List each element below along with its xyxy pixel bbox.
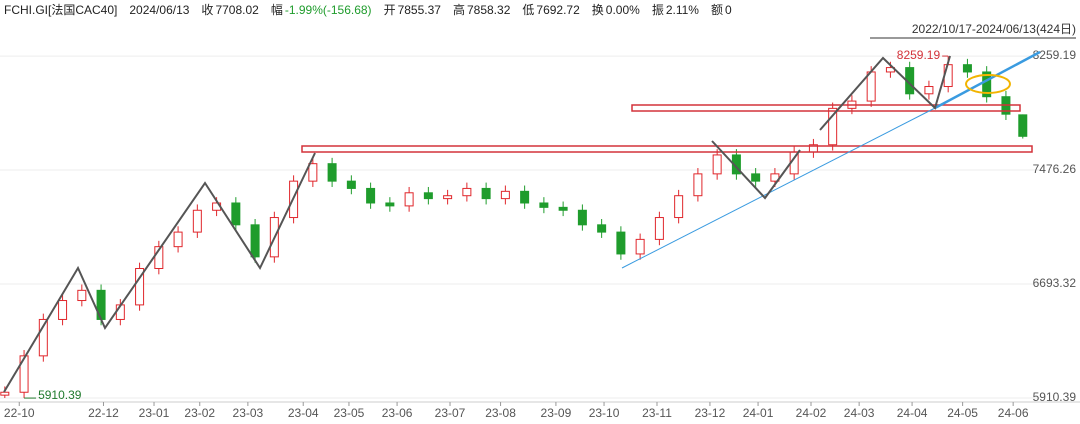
y-tick-label: 5910.39 (1033, 390, 1077, 404)
candle-body (500, 190, 510, 200)
candle-body (828, 107, 838, 146)
field-value: 7858.32 (467, 3, 511, 17)
candle-body (481, 187, 491, 200)
field-value: 7692.72 (536, 3, 580, 17)
candle-body (1018, 114, 1028, 137)
candle-body (597, 224, 607, 233)
candle-body (77, 289, 87, 302)
x-tick-label: 24-01 (743, 406, 774, 420)
candle-body (250, 224, 260, 258)
y-tick-label: 7476.26 (1033, 162, 1077, 176)
x-tick-label: 24-06 (998, 406, 1029, 420)
x-tick-label: 23-11 (642, 406, 672, 420)
x-tick-label: 23-07 (435, 406, 466, 420)
x-tick-label: 23-08 (485, 406, 516, 420)
candle-body (866, 71, 876, 102)
x-tick-label: 23-10 (589, 406, 620, 420)
wave-lines (819, 55, 951, 131)
field-value: -1.99%(-156.68) (285, 3, 372, 17)
trend-line (934, 50, 1041, 110)
candle-body (751, 173, 761, 182)
x-tick-label: 23-04 (288, 406, 319, 420)
field-label: 开 (384, 3, 396, 17)
candle-body (616, 231, 626, 255)
range-label: 2022/10/17-2024/06/13(424日) (912, 22, 1076, 36)
field-value: 0 (725, 3, 732, 17)
field-value: 7708.02 (215, 3, 259, 17)
x-tick-label: 23-06 (382, 406, 413, 420)
candle-body (19, 355, 29, 393)
field-label: 振 (652, 3, 664, 17)
date: 2024/06/13 (129, 3, 189, 17)
candle-body (635, 238, 645, 255)
candle-body (173, 231, 183, 248)
header: FCHI.GI[法国CAC40] 2024/06/13 收 7708.02 幅 -1.99… (4, 2, 732, 17)
candle-body (308, 163, 318, 182)
x-tick-label: 23-12 (695, 406, 726, 420)
candle-body (192, 209, 202, 233)
candle-body (712, 154, 722, 175)
candle-body (577, 209, 587, 226)
overlays (3, 50, 1041, 393)
field-label: 高 (453, 2, 465, 17)
candle-body (962, 64, 972, 73)
field-label: 换 (592, 3, 604, 17)
wave-lines (3, 152, 316, 393)
candle-body (654, 217, 664, 240)
candle-body (135, 267, 145, 306)
field-value: 0.00% (606, 3, 640, 17)
x-tick-label: 24-04 (897, 406, 928, 420)
x-tick-label: 22-10 (4, 406, 35, 420)
y-tick-label: 8259.19 (1033, 48, 1077, 62)
x-tick-label: 23-03 (233, 406, 264, 420)
candle-body (346, 180, 356, 189)
candle-body (38, 318, 48, 357)
candle-body (693, 173, 703, 197)
candle-body (231, 202, 241, 226)
candle-body (674, 195, 684, 219)
x-tick-label: 24-03 (844, 406, 875, 420)
field-value: 7855.37 (398, 3, 442, 17)
y-tick-label: 6693.32 (1033, 276, 1077, 290)
support-band (301, 145, 1033, 153)
x-tick-label: 23-02 (184, 406, 215, 420)
candle-body (154, 246, 164, 269)
x-tick-label: 23-01 (139, 406, 170, 420)
candle-body (982, 71, 992, 98)
candle-body (385, 202, 395, 207)
field-label: 收 (201, 3, 213, 17)
x-tick-label: 23-09 (541, 406, 572, 420)
candle-body (558, 206, 568, 211)
candle-body (366, 187, 376, 204)
min-label: 5910.39 (38, 388, 82, 402)
field-label: 低 (522, 3, 534, 17)
highlight-ellipse (965, 74, 1011, 94)
trend-line (621, 107, 936, 269)
field-value: 2.11% (666, 3, 699, 17)
candle-body (462, 187, 472, 197)
resistance-band (631, 104, 1021, 112)
x-tick-label: 24-02 (796, 406, 827, 420)
candle-body (327, 163, 337, 182)
candle-body (443, 195, 453, 200)
candle-body (924, 86, 934, 95)
x-tick-label: 24-05 (947, 406, 978, 420)
candle-body (58, 300, 68, 320)
max-label: 8259.19 (897, 48, 941, 62)
x-tick-label: 22-12 (88, 406, 119, 420)
x-tick-label: 23-05 (334, 406, 365, 420)
candle-body (520, 190, 530, 204)
symbol: FCHI.GI[法国CAC40] (4, 3, 117, 17)
field-label: 额 (711, 3, 723, 17)
field-label: 幅 (271, 2, 283, 17)
candle-body (404, 192, 414, 207)
candle-body (539, 202, 549, 208)
candle-body (0, 391, 10, 396)
wave-lines (711, 140, 801, 200)
candle-body (423, 192, 433, 200)
